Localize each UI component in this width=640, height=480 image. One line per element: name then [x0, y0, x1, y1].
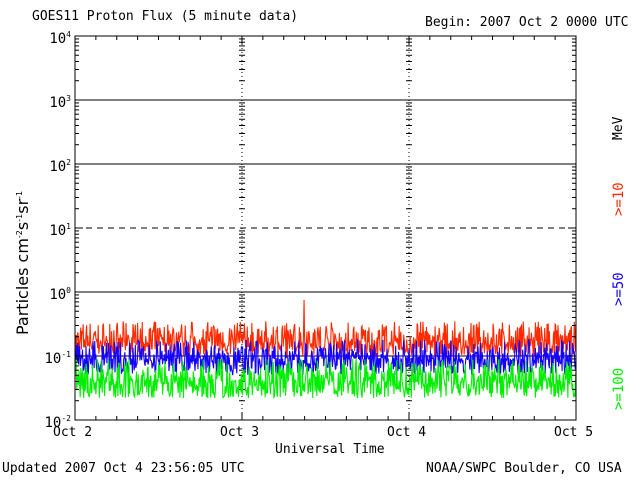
- begin-time-label: Begin: 2007 Oct 2 0000 UTC: [425, 15, 629, 30]
- y-tick-exponent: -2: [61, 414, 71, 423]
- y-tick-label: 104: [49, 28, 71, 46]
- y-tick-label: 10-2: [45, 412, 72, 430]
- x-tick-label: Oct 4: [387, 425, 427, 440]
- x-axis-label: Universal Time: [275, 442, 385, 457]
- legend-ge50: >=50: [611, 272, 627, 306]
- y-tick-base: 10: [49, 287, 67, 303]
- y-tick-exponent: 1: [66, 222, 71, 231]
- y-tick-label: 10-1: [45, 348, 72, 366]
- legend-unit-mev: MeV: [611, 116, 626, 140]
- y-axis-label: Particles cm-2s-1sr-1: [13, 190, 32, 335]
- series-line-1: [74, 338, 577, 377]
- y-tick-label: 103: [49, 92, 71, 110]
- legend-ge100: >=100: [611, 367, 627, 410]
- y-tick-label: 100: [49, 284, 71, 302]
- y-tick-base: 10: [49, 223, 67, 239]
- axes: [74, 35, 577, 421]
- legend-ge10: >=10: [611, 182, 627, 216]
- y-tick-base: 10: [49, 159, 67, 175]
- y-tick-base: 10: [49, 95, 67, 111]
- y-tick-base: 10: [44, 415, 62, 431]
- y-tick-exponent: 0: [66, 286, 71, 295]
- x-tick-label: Oct 2: [53, 425, 93, 440]
- series-line-0: [74, 299, 577, 358]
- series-line-2: [74, 358, 577, 400]
- credit-label: NOAA/SWPC Boulder, CO USA: [426, 461, 622, 476]
- y-tick-exponent: 2: [66, 158, 71, 167]
- y-tick-exponent: -1: [61, 350, 71, 359]
- series-layer: [74, 299, 577, 400]
- y-tick-label: 101: [49, 220, 71, 238]
- y-tick-exponent: 3: [66, 94, 71, 103]
- y-tick-label: 102: [49, 156, 71, 174]
- x-tick-label: Oct 3: [220, 425, 260, 440]
- chart-title: GOES11 Proton Flux (5 minute data): [32, 9, 299, 24]
- updated-timestamp: Updated 2007 Oct 4 23:56:05 UTC: [2, 461, 245, 476]
- y-tick-exponent: 4: [66, 30, 71, 39]
- x-tick-label: Oct 5: [554, 425, 594, 440]
- y-tick-base: 10: [49, 31, 67, 47]
- y-tick-base: 10: [44, 351, 62, 367]
